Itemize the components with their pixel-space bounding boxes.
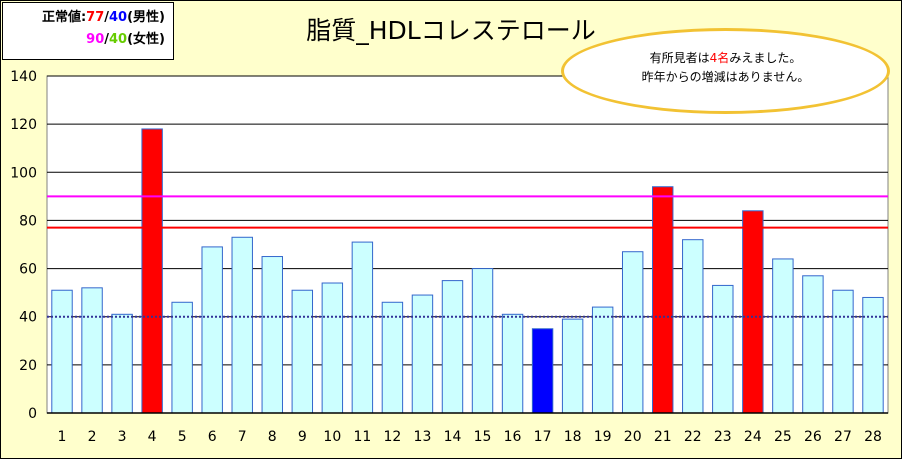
y-tick-label: 20 [19, 358, 37, 374]
legend-line-female: 90/40(女性) [3, 29, 165, 51]
x-tick-label: 20 [624, 429, 642, 445]
bar-12 [381, 301, 404, 414]
note-count: 4名 [709, 51, 730, 65]
y-tick-label: 0 [28, 406, 37, 422]
bar-6 [201, 246, 223, 414]
x-tick-label: 26 [804, 429, 822, 445]
bar-11 [351, 241, 374, 414]
legend-female-suffix: (女性) [127, 32, 165, 47]
bar-16 [501, 313, 524, 414]
y-tick-label: 140 [10, 69, 37, 85]
bars [47, 128, 888, 414]
bar-19 [591, 306, 614, 414]
bar-28 [862, 296, 884, 414]
legend-female-high: 90 [86, 32, 105, 47]
chart-title: 脂質_HDLコレステロール [306, 16, 596, 45]
y-tick-label: 40 [19, 310, 37, 326]
bar-8 [261, 256, 283, 414]
y-tick-label: 100 [10, 165, 37, 181]
x-tick-label: 1 [58, 429, 67, 445]
x-tick-label: 15 [474, 429, 492, 445]
x-tick-label: 18 [564, 429, 582, 445]
bar-14 [441, 280, 464, 414]
x-tick-label: 11 [353, 429, 371, 445]
bar-22 [682, 239, 704, 414]
x-tick-label: 12 [383, 429, 401, 445]
x-tick-label: 16 [504, 429, 522, 445]
x-tick-label: 6 [208, 429, 217, 445]
x-tick-label: 22 [684, 429, 702, 445]
bar-13 [411, 294, 434, 414]
x-tick-label: 25 [774, 429, 792, 445]
bar-27 [832, 289, 854, 414]
bar-23 [712, 284, 734, 414]
x-tick-label: 27 [834, 429, 852, 445]
bar-7 [231, 236, 253, 414]
bar-20 [621, 251, 644, 414]
x-tick-label: 5 [178, 429, 187, 445]
x-tick-label: 28 [864, 429, 882, 445]
note-text: 有所見者は4名みえました。 昨年からの増減はありません。 [561, 49, 890, 87]
bar-17 [531, 328, 554, 414]
note-line1-post: みえました。 [729, 51, 802, 65]
y-tick-label: 120 [10, 117, 37, 133]
x-tick-label: 7 [238, 429, 247, 445]
legend-male-high: 77 [86, 10, 105, 25]
bar-21 [652, 186, 674, 414]
x-tick-label: 17 [534, 429, 552, 445]
x-tick-label: 13 [414, 429, 432, 445]
legend-female-low: 40 [109, 32, 128, 47]
x-tick-label: 14 [444, 429, 462, 445]
reference-lines [47, 195, 888, 318]
legend-line-male: 正常値:77/40(男性) [3, 7, 165, 29]
note-ellipse [561, 28, 890, 114]
note-line-2: 昨年からの増減はありません。 [641, 70, 810, 84]
bar-3 [111, 313, 133, 414]
bar-10 [321, 282, 344, 414]
x-tick-label: 2 [88, 429, 97, 445]
bar-18 [561, 318, 584, 414]
legend-label: 正常値: [41, 10, 87, 25]
y-tick-label: 80 [19, 213, 37, 229]
x-tick-labels: 1 2 3 4 5 6 7 8 9 10 11 12 13 14 15 16 17 18 19 20 21 22 23 24 2… [58, 429, 882, 445]
legend-separator: / [104, 10, 110, 25]
x-tick-label: 19 [594, 429, 612, 445]
note-line1-pre: 有所見者は [649, 51, 710, 65]
x-tick-label: 21 [654, 429, 672, 445]
x-tick-label: 24 [744, 429, 762, 445]
bar-24 [742, 210, 764, 414]
legend-separator: / [104, 32, 110, 47]
x-tick-label: 9 [298, 429, 307, 445]
x-tick-label: 4 [148, 429, 157, 445]
bar-9 [291, 289, 314, 414]
bar-25 [772, 258, 794, 414]
legend-male-suffix: (男性) [127, 10, 165, 25]
x-tick-label: 10 [323, 429, 341, 445]
y-tick-labels: 0 20 40 60 80 100 120 140 [10, 69, 37, 422]
x-tick-label: 8 [268, 429, 277, 445]
bar-4 [141, 128, 163, 414]
bar-15 [471, 268, 494, 414]
bar-1 [51, 289, 73, 414]
x-tick-label: 3 [118, 429, 127, 445]
normal-range-legend: 正常値:77/40(男性) 90/40(女性) [2, 2, 174, 60]
bar-26 [802, 275, 824, 414]
bar-5 [171, 301, 193, 414]
legend-male-low: 40 [109, 10, 128, 25]
note-line-1: 有所見者は4名みえました。 [561, 49, 890, 68]
bar-2 [81, 287, 103, 414]
y-tick-label: 60 [19, 262, 37, 278]
x-tick-label: 23 [714, 429, 732, 445]
